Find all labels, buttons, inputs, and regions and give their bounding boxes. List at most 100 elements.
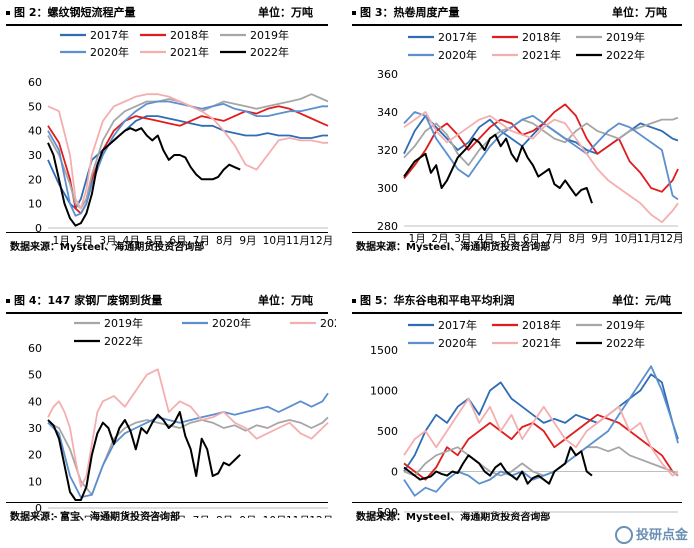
y-tick-label: 0	[35, 502, 42, 515]
x-tick-label: 7月	[546, 233, 563, 245]
y-tick-label: -500	[373, 506, 398, 518]
legend-label: 2018年	[522, 318, 561, 332]
legend-label: 2017年	[438, 30, 477, 44]
series-line-2021	[47, 368, 329, 488]
x-tick-label: 4月	[123, 515, 140, 518]
chart-source: 数据来源：Mysteel、海通期货投资咨询部	[356, 512, 551, 523]
legend-label: 2018年	[522, 30, 561, 44]
series-line-2020	[47, 100, 328, 217]
title-bullet-icon	[352, 11, 356, 15]
series-line-2022	[403, 133, 593, 204]
legend-label: 2018年	[170, 28, 209, 42]
y-tick-label: 280	[377, 220, 398, 233]
chart-panel-3: 图 4：147 家钢厂废钢到货量 单位：万吨数据来源：富宝、海通期货投资咨询部 0 1…	[6, 292, 336, 544]
chart-title: 图 4：147 家钢厂废钢到货量	[6, 292, 162, 308]
x-tick-label: 3月	[454, 233, 471, 245]
legend-label: 2020年	[90, 45, 129, 59]
chart-unit: 单位：元/吨	[612, 294, 672, 307]
legend-label: 2022年	[104, 334, 143, 348]
x-tick-label: 12月	[309, 515, 333, 518]
x-tick-label: 2月	[76, 235, 93, 247]
y-tick-label: 60	[28, 76, 42, 89]
x-tick-label: 5月	[500, 233, 517, 245]
series-line-2019	[403, 116, 679, 167]
series-line-2020	[47, 392, 329, 499]
watermark: 投研点金	[614, 524, 688, 544]
chart-unit: 单位：万吨	[258, 6, 313, 19]
chart-title-text: 图 4：147 家钢厂废钢到货量	[14, 294, 163, 307]
y-tick-label: 300	[377, 182, 398, 195]
series-line-2022	[47, 411, 241, 501]
y-tick-label: 320	[377, 144, 398, 157]
x-tick-label: 3月	[99, 515, 116, 518]
series-line-2021	[47, 93, 328, 210]
title-bullet-icon	[6, 11, 10, 15]
x-tick-label: 6月	[169, 515, 186, 518]
legend-label: 2021年	[170, 45, 209, 59]
y-tick-label: 60	[28, 342, 42, 355]
series-line-2017	[403, 373, 679, 472]
x-tick-label: 1月	[53, 515, 70, 518]
series-line-2021	[403, 397, 679, 477]
legend-label: 2022年	[606, 48, 645, 62]
legend-label: 2022年	[250, 45, 289, 59]
legend-label: 2019年	[104, 316, 143, 330]
x-tick-label: 10月	[614, 233, 638, 245]
x-tick-label: 2月	[431, 233, 448, 245]
chart-source: 数据来源：富宝、海通期货投资咨询部	[10, 512, 180, 523]
y-tick-label: 500	[377, 425, 398, 438]
chart-unit: 单位：万吨	[258, 294, 313, 307]
x-tick-label: 2月	[76, 515, 93, 518]
x-tick-label: 3月	[99, 235, 116, 247]
x-tick-label: 9月	[239, 515, 256, 518]
legend-label: 2022年	[606, 336, 645, 350]
line-chart: -5000500100015001月2月3月4月5月6月7月8月9月10月11月…	[370, 318, 679, 518]
y-tick-label: 50	[28, 100, 42, 113]
chart-title-text: 图 2：螺纹钢短流程产量	[14, 6, 136, 19]
y-tick-label: 40	[28, 395, 42, 408]
title-bullet-icon	[352, 299, 356, 303]
y-tick-label: 30	[28, 149, 42, 162]
x-tick-label: 5月	[146, 235, 163, 247]
chart-title-text: 图 3：热卷周度产量	[360, 6, 460, 19]
legend-label: 2017年	[438, 318, 477, 332]
title-divider	[352, 24, 682, 26]
line-chart: 280 300 320 340 360 1月 2月 3月 4月 5月 6月 7月 8月 9月 10月11月1…	[377, 30, 684, 245]
x-tick-label: 4月	[477, 233, 494, 245]
title-bullet-icon	[6, 299, 10, 303]
x-tick-label: 4月	[123, 235, 140, 247]
series-line-2020	[403, 365, 679, 497]
chart-source: 数据来源：Mysteel、海通期货投资咨询部	[10, 242, 205, 253]
series-line-2022	[403, 446, 593, 485]
y-tick-label: 340	[377, 106, 398, 119]
y-tick-label: 20	[28, 173, 42, 186]
x-tick-label: 6月	[523, 233, 540, 245]
chart-source: 数据来源：Mysteel、海通期货投资咨询部	[356, 242, 551, 253]
x-tick-label: 10月	[263, 515, 287, 518]
chart-panel-4: 图 5：华东谷电和平电平均利润 单位：元/吨数据来源：Mysteel、海通期货投资…	[352, 292, 690, 544]
chart-title: 图 5：华东谷电和平电平均利润	[352, 292, 514, 308]
chart-legend: 2017年 2018年 2019年 2020年 2021年 2022年	[60, 28, 289, 59]
chart-title: 图 3：热卷周度产量	[352, 4, 459, 20]
x-tick-label: 11月	[286, 235, 310, 247]
series-line-2017	[47, 115, 328, 210]
series-line-2020	[403, 111, 679, 201]
y-tick-label: 50	[28, 369, 42, 382]
watermark-text: 投研点金	[635, 527, 688, 543]
x-tick-label: 1月	[53, 235, 70, 247]
chart-legend: 2019年 2020年 2021年 2022年	[74, 316, 336, 348]
y-tick-label: 40	[28, 125, 42, 138]
line-chart: 0 10 20 30 40 50 60 1月 2月 3月 4月 5月 6月 7月 8月 9月 10月11月12月…	[28, 316, 336, 518]
x-tick-label: 9月	[591, 233, 608, 245]
x-tick-label: 11月	[637, 233, 661, 245]
source-divider	[6, 502, 328, 503]
y-tick-label: 1000	[370, 385, 398, 398]
source-divider	[352, 232, 682, 233]
y-tick-label: 1500	[370, 344, 398, 357]
y-tick-label: 10	[28, 475, 42, 488]
y-tick-label: 0	[35, 222, 42, 235]
series-line-2021	[403, 111, 679, 224]
legend-label: 2021年	[320, 316, 336, 330]
x-tick-label: 1月	[409, 233, 426, 245]
chart-legend: 2017年 2018年 2019年 2020年 2021年 2022年	[408, 30, 645, 62]
